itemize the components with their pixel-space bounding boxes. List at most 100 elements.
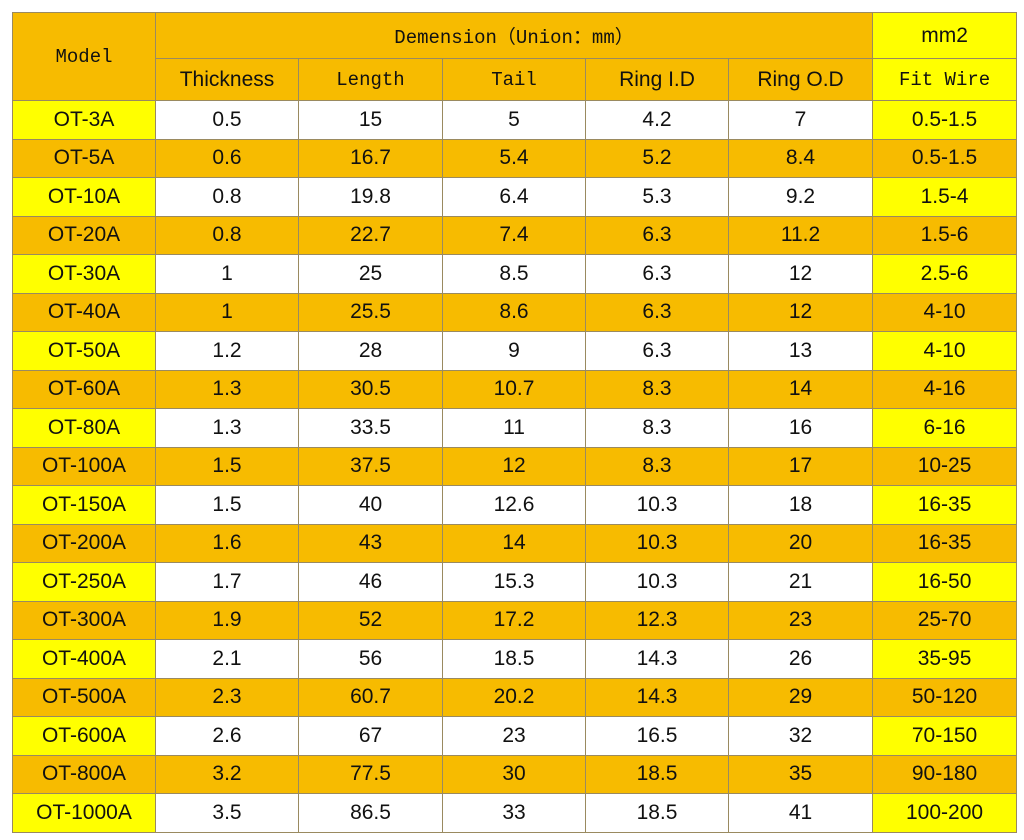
- table-cell: 8.3: [585, 446, 729, 486]
- table-row: OT-500A 2.3 60.7 20.2 14.3 29 50-120: [12, 677, 1018, 717]
- table-cell: 1.5: [155, 446, 299, 486]
- table-cell: 6.3: [585, 331, 729, 371]
- table-cell: OT-600A: [12, 716, 156, 756]
- header-cell: Ring O.D: [727, 58, 874, 101]
- header-cell: Fit Wire: [872, 58, 1018, 101]
- table-cell: 1: [155, 254, 299, 294]
- table-cell: 77.5: [298, 754, 443, 794]
- table-cell: 7: [727, 100, 874, 140]
- table-cell: 90-180: [872, 754, 1018, 794]
- table-cell: 18.5: [442, 639, 586, 679]
- table-cell: 8.6: [442, 292, 586, 332]
- table-cell: OT-40A: [12, 292, 156, 332]
- table-cell: OT-50A: [12, 331, 156, 371]
- table-cell: 35: [727, 754, 874, 794]
- table-cell: OT-800A: [12, 754, 156, 794]
- table-cell: 6.3: [585, 254, 729, 294]
- table-cell: 0.8: [155, 215, 299, 255]
- header-cell: Thickness: [155, 58, 299, 101]
- table-cell: 16-35: [872, 485, 1018, 525]
- table-cell: 17.2: [442, 600, 586, 640]
- table-cell: 10.3: [585, 523, 729, 563]
- table-cell: 5.3: [585, 177, 729, 217]
- table-cell: 30.5: [298, 369, 443, 409]
- table-cell: 8.5: [442, 254, 586, 294]
- table-cell: 4-10: [872, 331, 1018, 371]
- table-cell: 18.5: [585, 793, 729, 833]
- table-cell: 0.5-1.5: [872, 138, 1018, 178]
- table-cell: 23: [442, 716, 586, 756]
- table-cell: 21: [727, 562, 874, 602]
- table-cell: 7.4: [442, 215, 586, 255]
- table-cell: OT-60A: [12, 369, 156, 409]
- table-cell: OT-250A: [12, 562, 156, 602]
- table-cell: OT-5A: [12, 138, 156, 178]
- table-cell: 50-120: [872, 677, 1018, 717]
- table-cell: 4.2: [585, 100, 729, 140]
- table-cell: OT-500A: [12, 677, 156, 717]
- table-cell: 25-70: [872, 600, 1018, 640]
- table-cell: OT-400A: [12, 639, 156, 679]
- table-cell: 56: [298, 639, 443, 679]
- table-cell: 33: [442, 793, 586, 833]
- table-row: OT-250A 1.7 46 15.3 10.3 21 16-50: [12, 562, 1018, 602]
- table-cell: 5.4: [442, 138, 586, 178]
- table-cell: 10-25: [872, 446, 1018, 486]
- table-cell: 33.5: [298, 408, 443, 448]
- table-cell: 4-10: [872, 292, 1018, 332]
- table-cell: 2.5-6: [872, 254, 1018, 294]
- table-cell: 28: [298, 331, 443, 371]
- table-cell: 17: [727, 446, 874, 486]
- header-cell: Model: [12, 12, 156, 101]
- table-cell: 1.9: [155, 600, 299, 640]
- table-cell: 4-16: [872, 369, 1018, 409]
- table-cell: OT-20A: [12, 215, 156, 255]
- table-cell: 6.4: [442, 177, 586, 217]
- table-cell: OT-300A: [12, 600, 156, 640]
- table-row: OT-150A 1.5 40 12.6 10.3 18 16-35: [12, 485, 1018, 525]
- table-cell: OT-200A: [12, 523, 156, 563]
- table-cell: OT-1000A: [12, 793, 156, 833]
- table-cell: 0.5: [155, 100, 299, 140]
- table-cell: OT-100A: [12, 446, 156, 486]
- table-cell: 1.3: [155, 408, 299, 448]
- table-cell: 12: [442, 446, 586, 486]
- header-cell: mm2: [872, 12, 1018, 59]
- table-cell: 1.6: [155, 523, 299, 563]
- table-cell: 52: [298, 600, 443, 640]
- table-cell: 22.7: [298, 215, 443, 255]
- table-row: OT-40A 1 25.5 8.6 6.3 12 4-10: [12, 292, 1018, 332]
- table-cell: 3.2: [155, 754, 299, 794]
- table-cell: 10.3: [585, 485, 729, 525]
- table-cell: OT-3A: [12, 100, 156, 140]
- table-cell: 3.5: [155, 793, 299, 833]
- table-cell: 46: [298, 562, 443, 602]
- table-row: OT-80A 1.3 33.5 11 8.3 16 6-16: [12, 408, 1018, 448]
- table-cell: 18.5: [585, 754, 729, 794]
- table-cell: 8.3: [585, 369, 729, 409]
- table-row: OT-1000A 3.5 86.5 33 18.5 41 100-200: [12, 793, 1018, 833]
- table-row: OT-100A 1.5 37.5 12 8.3 17 10-25: [12, 446, 1018, 486]
- header-cell: Ring I.D: [585, 58, 729, 101]
- header-cell: Tail: [442, 58, 586, 101]
- table-cell: 37.5: [298, 446, 443, 486]
- table-cell: 18: [727, 485, 874, 525]
- table-row: OT-300A 1.9 52 17.2 12.3 23 25-70: [12, 600, 1018, 640]
- table-cell: 1.7: [155, 562, 299, 602]
- table-cell: 70-150: [872, 716, 1018, 756]
- table-cell: 8.3: [585, 408, 729, 448]
- table-cell: 6.3: [585, 215, 729, 255]
- header-cell: Demension（Union：mm）: [154, 12, 874, 59]
- table-row: OT-60A 1.3 30.5 10.7 8.3 14 4-16: [12, 369, 1018, 409]
- table-cell: 16.5: [585, 716, 729, 756]
- table-cell: 32: [727, 716, 874, 756]
- table-cell: 0.5-1.5: [872, 100, 1018, 140]
- table-cell: 2.3: [155, 677, 299, 717]
- table-cell: 5: [442, 100, 586, 140]
- table-cell: 16-50: [872, 562, 1018, 602]
- header-cell: Length: [298, 58, 443, 101]
- table-row: OT-800A 3.2 77.5 30 18.5 35 90-180: [12, 754, 1018, 794]
- table-cell: 16: [727, 408, 874, 448]
- table-cell: 1.3: [155, 369, 299, 409]
- table-cell: 20.2: [442, 677, 586, 717]
